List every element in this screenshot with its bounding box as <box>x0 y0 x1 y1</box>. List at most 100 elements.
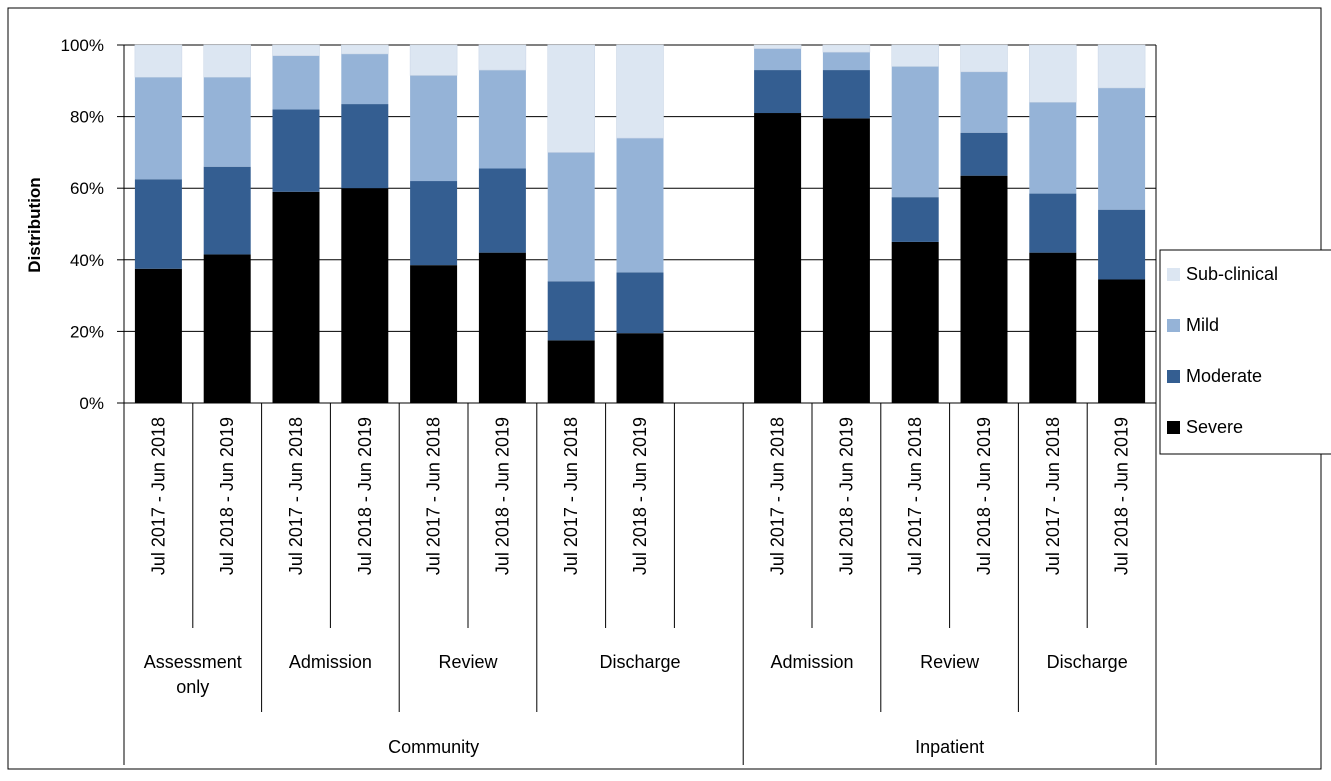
bar-segment-moderate <box>822 70 870 119</box>
y-tick-label: 100% <box>61 36 104 55</box>
y-axis-title: Distribution <box>25 177 44 272</box>
bar-segment-sub-clinical <box>547 44 595 153</box>
bar-segment-sub-clinical <box>409 44 458 76</box>
x-tick-label-period: Jul 2018 - Jun 2019 <box>974 417 994 575</box>
bar-segment-sub-clinical <box>891 44 939 67</box>
bar-segment-moderate <box>478 168 526 253</box>
legend-swatch-moderate <box>1167 370 1180 383</box>
y-tick-label: 20% <box>70 322 104 341</box>
bar-segment-severe <box>1029 252 1077 403</box>
bar-segment-mild <box>616 138 664 273</box>
bar-segment-moderate <box>272 109 320 192</box>
x-tick-label-period: Jul 2017 - Jun 2018 <box>768 417 788 575</box>
legend-box <box>1159 249 1331 455</box>
y-tick-label: 80% <box>70 108 104 127</box>
legend-label: Moderate <box>1186 366 1262 386</box>
x-tick-label-setting: Inpatient <box>915 737 984 757</box>
x-tick-label-stage: Assessment only <box>144 652 242 697</box>
legend-label: Severe <box>1186 417 1243 437</box>
y-tick-labels: 0% 20% 40% 60% 80% 100% <box>61 36 124 413</box>
x-tick-label-period: Jul 2018 - Jun 2019 <box>492 417 512 575</box>
axes <box>123 45 1157 404</box>
bar-segment-sub-clinical <box>960 44 1008 73</box>
bar-segment-severe <box>616 333 664 403</box>
bar-segment-mild <box>1029 102 1077 194</box>
bar-segment-mild <box>960 71 1008 133</box>
bar-segment-moderate <box>341 104 389 189</box>
x-tick-label-period: Jul 2017 - Jun 2018 <box>424 417 444 575</box>
bar-segment-severe <box>272 191 320 403</box>
bar-segment-moderate <box>1098 209 1146 280</box>
bar-segment-severe <box>547 340 595 403</box>
x-tick-label-period: Jul 2017 - Jun 2018 <box>905 417 925 575</box>
legend-label: Sub-clinical <box>1186 264 1278 284</box>
bar-segment-mild <box>272 55 320 110</box>
bar-segment-mild <box>203 77 251 167</box>
bar-segment-severe <box>754 113 802 404</box>
bar-segment-moderate <box>616 272 664 334</box>
x-tick-label-stage: Discharge <box>599 652 680 672</box>
bar-segment-moderate <box>754 70 802 114</box>
bar-segment-sub-clinical <box>616 44 664 139</box>
bar-segment-mild <box>547 152 595 282</box>
bar-segment-mild <box>754 48 802 71</box>
y-tick-label: 60% <box>70 179 104 198</box>
legend-swatch-severe <box>1167 421 1180 434</box>
bar-segment-sub-clinical <box>478 44 527 71</box>
legend-label: Mild <box>1186 315 1219 335</box>
bar-segment-moderate <box>410 181 458 266</box>
bars <box>134 44 1146 404</box>
bar-segment-sub-clinical <box>203 44 251 78</box>
legend: Sub-clinical Mild Moderate Severe <box>1159 249 1331 455</box>
bar-segment-mild <box>341 53 389 105</box>
y-tick-label: 40% <box>70 251 104 270</box>
legend-swatch-mild <box>1167 319 1180 332</box>
bar-segment-sub-clinical <box>134 44 183 78</box>
x-tick-label-period: Jul 2018 - Jun 2019 <box>355 417 375 575</box>
bar-segment-mild <box>134 77 182 180</box>
bar-segment-sub-clinical <box>272 44 320 56</box>
x-tick-label-period: Jul 2017 - Jun 2018 <box>1043 417 1063 575</box>
bar-segment-moderate <box>134 179 182 269</box>
bar-segment-sub-clinical <box>1097 44 1146 89</box>
bar-segment-severe <box>203 254 251 403</box>
x-tick-label-period: Jul 2018 - Jun 2019 <box>217 417 237 575</box>
x-tick-label-stage: Review <box>920 652 980 672</box>
x-tick-label-stage: Admission <box>770 652 853 672</box>
bar-segment-severe <box>341 188 389 403</box>
bar-segment-severe <box>410 265 458 403</box>
bar-segment-moderate <box>891 197 939 242</box>
x-tick-label-setting: Community <box>388 737 479 757</box>
y-tick-label: 0% <box>79 394 104 413</box>
bar-segment-mild <box>410 75 458 182</box>
bar-segment-severe <box>134 268 182 403</box>
x-tick-label-period: Jul 2017 - Jun 2018 <box>286 417 306 575</box>
bar-segment-sub-clinical <box>822 44 871 53</box>
bar-segment-mild <box>478 70 526 169</box>
bar-segment-sub-clinical <box>341 44 389 55</box>
bar-segment-mild <box>891 66 939 198</box>
x-tick-label-period: Jul 2018 - Jun 2019 <box>1112 417 1132 575</box>
x-tick-label-period: Jul 2017 - Jun 2018 <box>148 417 168 575</box>
bar-segment-moderate <box>960 132 1008 176</box>
bar-segment-sub-clinical <box>753 44 802 49</box>
x-category-axis: Jul 2017 - Jun 2018 Jul 2018 - Jun 2019 Ju… <box>123 403 1157 765</box>
bar-segment-severe <box>891 241 939 403</box>
bar-segment-severe <box>822 118 870 403</box>
x-tick-label-period: Jul 2017 - Jun 2018 <box>561 417 581 575</box>
bar-segment-moderate <box>547 281 595 341</box>
bar-segment-moderate <box>203 166 251 255</box>
legend-swatch-sub-clinical <box>1167 268 1180 281</box>
bar-segment-mild <box>822 52 870 71</box>
x-tick-label-stage: Discharge <box>1047 652 1128 672</box>
x-tick-label-stage: Review <box>438 652 498 672</box>
x-tick-label-stage: Admission <box>289 652 372 672</box>
x-tick-label-period: Jul 2018 - Jun 2019 <box>630 417 650 575</box>
bar-segment-sub-clinical <box>1029 44 1077 103</box>
bar-segment-moderate <box>1029 193 1077 253</box>
bar-segment-severe <box>1098 279 1146 403</box>
x-tick-label-period: Jul 2018 - Jun 2019 <box>836 417 856 575</box>
bar-segment-severe <box>960 175 1008 403</box>
